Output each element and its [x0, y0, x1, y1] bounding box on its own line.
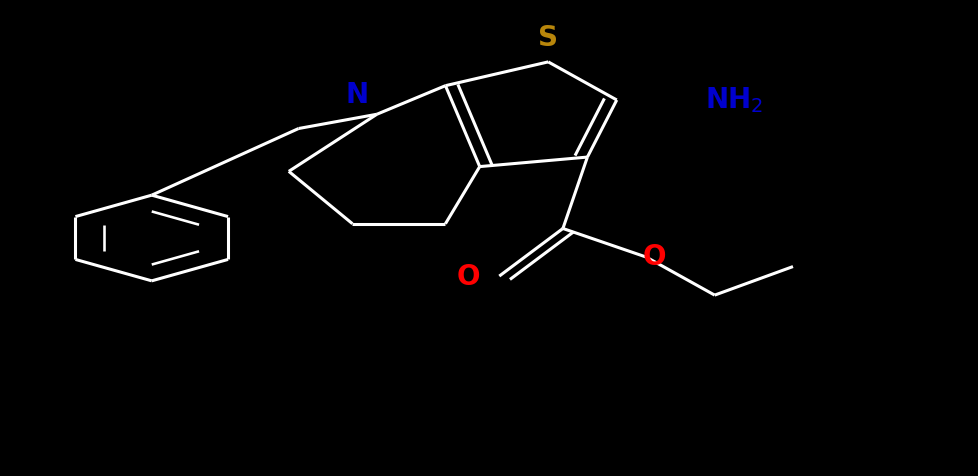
Text: O: O [642, 243, 665, 271]
Text: NH$_2$: NH$_2$ [704, 85, 763, 115]
Text: O: O [456, 263, 479, 291]
Text: N: N [345, 81, 369, 109]
Text: S: S [538, 24, 557, 52]
